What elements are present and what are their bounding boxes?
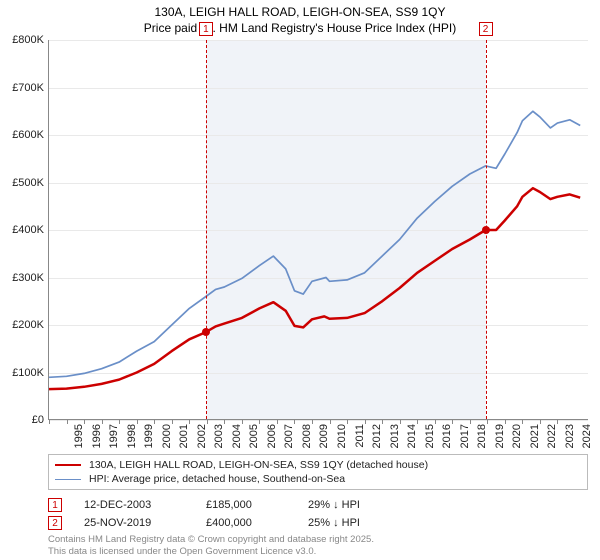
marker-box-2: 2 <box>479 22 493 36</box>
y-tick-label: £800K <box>12 34 44 46</box>
x-tick-mark <box>277 420 278 424</box>
y-tick-label: £700K <box>12 82 44 94</box>
sale-diff: 29% ↓ HPI <box>308 499 408 511</box>
plot-area: 1995199619971998199920002001200220032004… <box>48 40 588 420</box>
x-tick-mark <box>487 420 488 424</box>
sale-diff: 25% ↓ HPI <box>308 517 408 529</box>
gridline <box>49 420 588 421</box>
y-tick-label: £600K <box>12 129 44 141</box>
chart-area: 1995199619971998199920002001200220032004… <box>48 40 588 420</box>
x-tick-mark <box>207 420 208 424</box>
x-tick-mark <box>540 420 541 424</box>
x-tick-mark <box>224 420 225 424</box>
x-tick-mark <box>84 420 85 424</box>
chart-container: 130A, LEIGH HALL ROAD, LEIGH-ON-SEA, SS9… <box>0 0 600 560</box>
x-tick-mark <box>119 420 120 424</box>
x-tick-mark <box>417 420 418 424</box>
marker-dot-1 <box>202 328 210 336</box>
marker-line-1 <box>206 40 207 419</box>
x-tick-mark <box>312 420 313 424</box>
legend-swatch <box>55 464 81 466</box>
x-tick-mark <box>102 420 103 424</box>
x-tick-mark <box>259 420 260 424</box>
x-tick-mark <box>382 420 383 424</box>
legend-swatch <box>55 479 81 480</box>
series-price_paid <box>49 188 580 389</box>
y-tick-label: £500K <box>12 177 44 189</box>
legend-label: HPI: Average price, detached house, Sout… <box>89 473 345 485</box>
sale-date: 12-DEC-2003 <box>84 499 184 511</box>
x-tick-mark <box>505 420 506 424</box>
x-tick-mark <box>67 420 68 424</box>
x-tick-mark <box>347 420 348 424</box>
x-tick-mark <box>400 420 401 424</box>
footer-attribution: Contains HM Land Registry data © Crown c… <box>48 534 374 558</box>
x-tick-mark <box>365 420 366 424</box>
legend-box: 130A, LEIGH HALL ROAD, LEIGH-ON-SEA, SS9… <box>48 454 588 490</box>
x-tick-mark <box>452 420 453 424</box>
x-tick-mark <box>137 420 138 424</box>
sale-marker: 2 <box>48 516 62 530</box>
marker-dot-2 <box>482 226 490 234</box>
y-tick-label: £300K <box>12 272 44 284</box>
legend-row: 130A, LEIGH HALL ROAD, LEIGH-ON-SEA, SS9… <box>55 458 581 472</box>
x-tick-mark <box>242 420 243 424</box>
sale-row: 1 12-DEC-2003 £185,000 29% ↓ HPI <box>48 496 408 514</box>
x-tick-mark <box>294 420 295 424</box>
sale-row: 2 25-NOV-2019 £400,000 25% ↓ HPI <box>48 514 408 532</box>
footer-line-2: This data is licensed under the Open Gov… <box>48 546 374 558</box>
y-tick-label: £200K <box>12 319 44 331</box>
x-tick-mark <box>49 420 50 424</box>
sale-price: £400,000 <box>206 517 286 529</box>
sale-date: 25-NOV-2019 <box>84 517 184 529</box>
y-tick-label: £100K <box>12 367 44 379</box>
x-tick-mark <box>189 420 190 424</box>
series-hpi <box>49 111 580 377</box>
sales-table: 1 12-DEC-2003 £185,000 29% ↓ HPI 2 25-NOV-201… <box>48 496 408 532</box>
x-tick-mark <box>330 420 331 424</box>
legend-row: HPI: Average price, detached house, Sout… <box>55 472 581 486</box>
sale-marker: 1 <box>48 498 62 512</box>
title-block: 130A, LEIGH HALL ROAD, LEIGH-ON-SEA, SS9… <box>0 0 600 38</box>
y-axis-labels: £0£100K£200K£300K£400K£500K£600K£700K£80… <box>0 40 48 420</box>
x-tick-mark <box>557 420 558 424</box>
x-tick-mark <box>172 420 173 424</box>
legend-label: 130A, LEIGH HALL ROAD, LEIGH-ON-SEA, SS9… <box>89 459 428 471</box>
title-line-2: Price paid vs. HM Land Registry's House … <box>0 20 600 36</box>
y-tick-label: £0 <box>32 414 44 426</box>
marker-box-1: 1 <box>199 22 213 36</box>
x-tick-mark <box>470 420 471 424</box>
sale-price: £185,000 <box>206 499 286 511</box>
chart-svg <box>49 40 589 420</box>
y-tick-label: £400K <box>12 224 44 236</box>
x-tick-mark <box>522 420 523 424</box>
title-line-1: 130A, LEIGH HALL ROAD, LEIGH-ON-SEA, SS9… <box>0 4 600 20</box>
x-tick-mark <box>154 420 155 424</box>
x-tick-mark <box>435 420 436 424</box>
footer-line-1: Contains HM Land Registry data © Crown c… <box>48 534 374 546</box>
